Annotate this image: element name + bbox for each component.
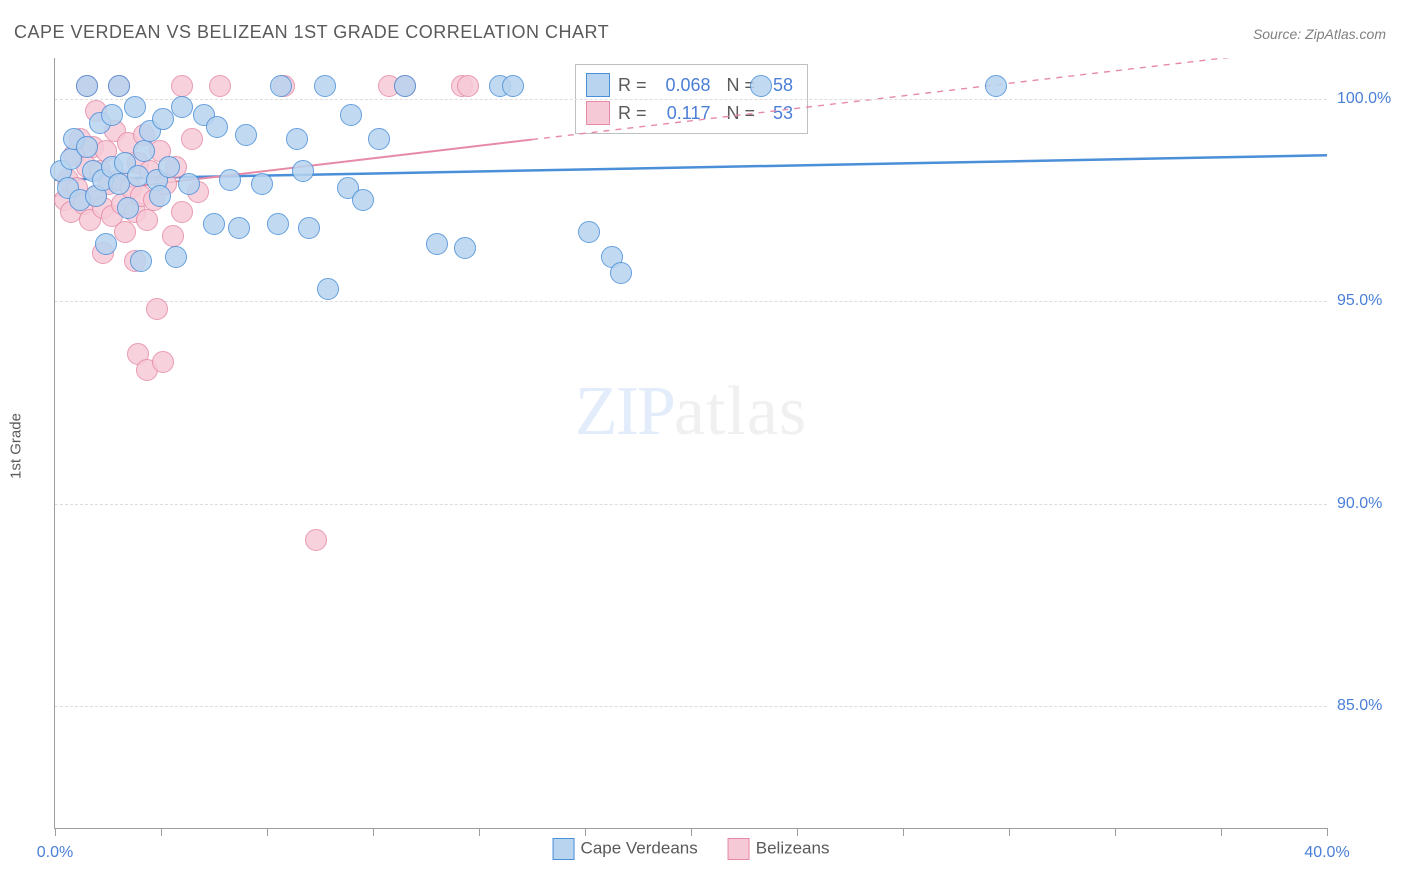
data-point-cape_verdeans xyxy=(985,75,1007,97)
data-point-belizeans xyxy=(152,351,174,373)
chart-title: CAPE VERDEAN VS BELIZEAN 1ST GRADE CORRE… xyxy=(14,22,609,43)
x-tick xyxy=(1115,828,1116,836)
data-point-cape_verdeans xyxy=(298,217,320,239)
data-point-belizeans xyxy=(114,221,136,243)
data-point-cape_verdeans xyxy=(203,213,225,235)
source-attribution: Source: ZipAtlas.com xyxy=(1253,26,1386,42)
data-point-cape_verdeans xyxy=(124,96,146,118)
n-value-belizeans: 53 xyxy=(763,99,793,127)
data-point-cape_verdeans xyxy=(454,237,476,259)
data-point-cape_verdeans xyxy=(368,128,390,150)
data-point-belizeans xyxy=(146,298,168,320)
legend-item-cape-verdeans: Cape Verdeans xyxy=(553,838,698,860)
y-tick-label: 85.0% xyxy=(1337,697,1401,715)
gridline xyxy=(55,706,1327,707)
scatter-plot-area: ZIPatlas R = 0.068 N = 58 R = 0.117 N = … xyxy=(54,58,1327,829)
r-value-cape-verdeans: 0.068 xyxy=(655,71,711,99)
data-point-cape_verdeans xyxy=(158,156,180,178)
data-point-cape_verdeans xyxy=(267,213,289,235)
data-point-belizeans xyxy=(171,201,193,223)
x-tick xyxy=(479,828,480,836)
data-point-cape_verdeans xyxy=(206,116,228,138)
data-point-cape_verdeans xyxy=(76,75,98,97)
data-point-cape_verdeans xyxy=(314,75,336,97)
data-point-cape_verdeans xyxy=(578,221,600,243)
x-tick xyxy=(585,828,586,836)
data-point-belizeans xyxy=(171,75,193,97)
r-label: R = xyxy=(618,99,647,127)
data-point-belizeans xyxy=(162,225,184,247)
data-point-belizeans xyxy=(136,209,158,231)
data-point-cape_verdeans xyxy=(235,124,257,146)
x-tick xyxy=(267,828,268,836)
data-point-cape_verdeans xyxy=(165,246,187,268)
data-point-cape_verdeans xyxy=(286,128,308,150)
data-point-cape_verdeans xyxy=(251,173,273,195)
data-point-cape_verdeans xyxy=(95,233,117,255)
legend-label: Belizeans xyxy=(756,838,830,857)
data-point-cape_verdeans xyxy=(750,75,772,97)
data-point-cape_verdeans xyxy=(317,278,339,300)
legend-label: Cape Verdeans xyxy=(581,838,698,857)
data-point-cape_verdeans xyxy=(76,136,98,158)
watermark: ZIPatlas xyxy=(575,372,807,452)
gridline xyxy=(55,99,1327,100)
data-point-cape_verdeans xyxy=(101,104,123,126)
data-point-cape_verdeans xyxy=(178,173,200,195)
data-point-cape_verdeans xyxy=(394,75,416,97)
swatch-cape-verdeans xyxy=(586,73,610,97)
data-point-belizeans xyxy=(305,529,327,551)
x-tick xyxy=(373,828,374,836)
swatch-icon xyxy=(553,838,575,860)
watermark-atlas: atlas xyxy=(674,373,807,450)
gridline xyxy=(55,301,1327,302)
data-point-cape_verdeans xyxy=(152,108,174,130)
stats-row-belizeans: R = 0.117 N = 53 xyxy=(586,99,793,127)
data-point-cape_verdeans xyxy=(352,189,374,211)
data-point-belizeans xyxy=(209,75,231,97)
r-value-belizeans: 0.117 xyxy=(655,99,711,127)
x-tick xyxy=(1221,828,1222,836)
y-tick-label: 90.0% xyxy=(1337,495,1401,513)
data-point-cape_verdeans xyxy=(133,140,155,162)
data-point-cape_verdeans xyxy=(426,233,448,255)
r-label: R = xyxy=(618,71,647,99)
data-point-cape_verdeans xyxy=(340,104,362,126)
data-point-cape_verdeans xyxy=(171,96,193,118)
data-point-cape_verdeans xyxy=(149,185,171,207)
x-tick xyxy=(691,828,692,836)
swatch-belizeans xyxy=(586,101,610,125)
x-tick-label: 0.0% xyxy=(37,844,73,862)
x-tick xyxy=(1009,828,1010,836)
x-tick xyxy=(797,828,798,836)
data-point-cape_verdeans xyxy=(292,160,314,182)
swatch-icon xyxy=(728,838,750,860)
x-tick xyxy=(1327,828,1328,836)
x-tick xyxy=(903,828,904,836)
data-point-cape_verdeans xyxy=(219,169,241,191)
data-point-cape_verdeans xyxy=(228,217,250,239)
data-point-cape_verdeans xyxy=(130,250,152,272)
data-point-cape_verdeans xyxy=(502,75,524,97)
legend-item-belizeans: Belizeans xyxy=(728,838,830,860)
series-legend: Cape Verdeans Belizeans xyxy=(553,838,830,860)
y-tick-label: 95.0% xyxy=(1337,292,1401,310)
n-label: N = xyxy=(727,99,756,127)
x-tick xyxy=(55,828,56,836)
data-point-cape_verdeans xyxy=(108,75,130,97)
trend-lines xyxy=(55,58,1327,828)
y-tick-label: 100.0% xyxy=(1337,90,1401,108)
x-tick xyxy=(161,828,162,836)
watermark-zip: ZIP xyxy=(575,373,674,450)
y-axis-label: 1st Grade xyxy=(8,413,25,479)
data-point-cape_verdeans xyxy=(270,75,292,97)
gridline xyxy=(55,504,1327,505)
data-point-belizeans xyxy=(181,128,203,150)
data-point-cape_verdeans xyxy=(610,262,632,284)
data-point-belizeans xyxy=(457,75,479,97)
x-tick-label: 40.0% xyxy=(1304,844,1349,862)
data-point-cape_verdeans xyxy=(117,197,139,219)
